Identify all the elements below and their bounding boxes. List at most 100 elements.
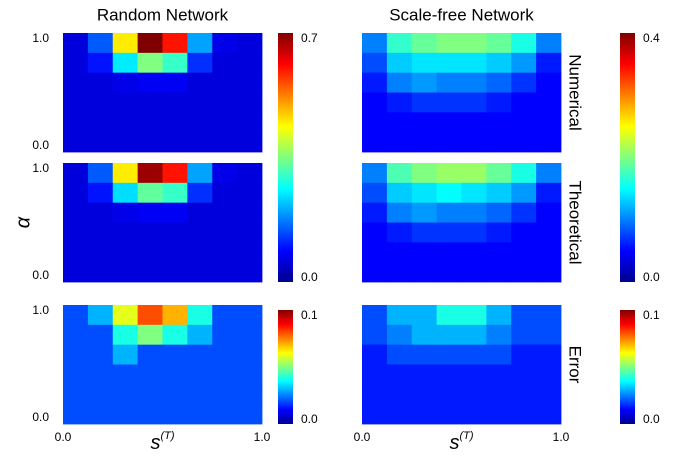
- heatmap-cell: [362, 404, 388, 425]
- heatmap-cell: [536, 202, 562, 223]
- heatmap-cell: [386, 262, 413, 283]
- heatmap-cell: [461, 112, 487, 133]
- heatmap-cell: [511, 404, 537, 425]
- heatmap-cell: [137, 182, 163, 204]
- x-axis-label: s(T): [150, 430, 174, 454]
- y-axis-label: α: [12, 216, 34, 228]
- heatmap-cell: [112, 384, 139, 405]
- heatmap-cell: [486, 344, 512, 365]
- heatmap-cell: [362, 202, 388, 223]
- heatmap-cell: [237, 364, 263, 385]
- heatmap-cell: [436, 364, 462, 385]
- heatmap-cell: [436, 384, 462, 405]
- heatmap-cell: [187, 404, 213, 425]
- heatmap-cell: [137, 305, 163, 326]
- heatmap-cell: [536, 72, 562, 93]
- heatmap-cell: [436, 262, 462, 283]
- heatmap-cell: [436, 72, 462, 93]
- heatmap-cell: [461, 92, 487, 113]
- colorbar-tick-label: 0.0: [301, 270, 318, 284]
- heatmap-cell: [212, 202, 238, 223]
- heatmap-cell: [212, 33, 238, 54]
- colorbar: [620, 33, 635, 282]
- heatmap-cell: [411, 305, 438, 326]
- heatmap-cell: [212, 163, 238, 184]
- heatmap-cell: [63, 52, 89, 74]
- heatmap-cell: [386, 384, 413, 405]
- y-tick-label: 0.0: [32, 268, 49, 282]
- heatmap-cell: [63, 112, 89, 133]
- heatmap-cell: [112, 163, 139, 184]
- heatmap-cell: [137, 262, 163, 283]
- heatmap-cell: [411, 132, 438, 153]
- row-label: Error: [566, 346, 585, 384]
- column-title: Random Network: [97, 5, 229, 24]
- heatmap-cell: [187, 262, 213, 283]
- heatmap-cell: [137, 364, 163, 385]
- heatmap-cell: [162, 222, 188, 243]
- heatmap-cell: [187, 182, 213, 204]
- heatmap-cell: [511, 163, 537, 184]
- heatmap-cell: [486, 132, 512, 153]
- heatmap-cell: [137, 72, 163, 93]
- heatmap-cell: [536, 262, 562, 283]
- heatmap-cell: [386, 132, 413, 153]
- heatmap-cell: [486, 72, 512, 93]
- heatmap-cell: [536, 52, 562, 74]
- heatmap-cell: [212, 72, 238, 93]
- heatmap-cell: [137, 202, 163, 223]
- heatmap-cell: [461, 344, 487, 365]
- row-label: Theoretical: [566, 180, 585, 264]
- y-tick-label: 0.0: [32, 138, 49, 152]
- heatmap-cell: [486, 222, 512, 243]
- heatmap-cell: [461, 384, 487, 405]
- heatmap-cell: [411, 92, 438, 113]
- heatmap-cell: [63, 324, 89, 346]
- heatmap-cell: [362, 305, 388, 326]
- heatmap-cell: [486, 404, 512, 425]
- heatmap-cell: [536, 132, 562, 153]
- row-label: Numerical: [566, 54, 585, 131]
- colorbar-tick-label: 0.4: [643, 31, 660, 45]
- heatmap-cell: [386, 163, 413, 184]
- heatmap-cell: [162, 324, 188, 346]
- heatmap-cell: [162, 305, 188, 326]
- heatmap-cell: [536, 305, 562, 326]
- heatmap-cell: [187, 364, 213, 385]
- heatmap-cell: [112, 222, 139, 243]
- heatmap-cell: [511, 132, 537, 153]
- heatmap-cell: [411, 344, 438, 365]
- heatmap-cell: [212, 242, 238, 263]
- heatmap-cell: [112, 364, 139, 385]
- heatmap-cell: [112, 202, 139, 223]
- heatmap-cell: [237, 324, 263, 346]
- heatmap-cell: [237, 384, 263, 405]
- heatmap-cell: [411, 33, 438, 54]
- heatmap-cell: [212, 384, 238, 405]
- heatmap-cell: [63, 262, 89, 283]
- heatmap-cell: [436, 344, 462, 365]
- heatmap-cell: [237, 202, 263, 223]
- heatmap-cell: [486, 182, 512, 204]
- heatmap-cell: [486, 92, 512, 113]
- y-tick-label: 1.0: [32, 161, 49, 175]
- heatmap-cell: [511, 202, 537, 223]
- heatmap-cell: [461, 72, 487, 93]
- heatmap-cell: [137, 92, 163, 113]
- heatmap-cell: [237, 92, 263, 113]
- heatmap-cell: [162, 132, 188, 153]
- heatmap-cell: [511, 222, 537, 243]
- heatmap-cell: [137, 242, 163, 263]
- heatmap-cell: [411, 182, 438, 204]
- heatmap-cell: [237, 344, 263, 365]
- heatmap-cell: [237, 112, 263, 133]
- heatmap-cell: [187, 132, 213, 153]
- heatmap-cell: [187, 72, 213, 93]
- heatmap-cell: [362, 52, 388, 74]
- heatmap-cell: [237, 52, 263, 74]
- heatmap-cell: [237, 182, 263, 204]
- heatmap-cell: [386, 305, 413, 326]
- heatmap-cell: [386, 324, 413, 346]
- heatmap-cell: [87, 52, 114, 74]
- heatmap-cell: [536, 112, 562, 133]
